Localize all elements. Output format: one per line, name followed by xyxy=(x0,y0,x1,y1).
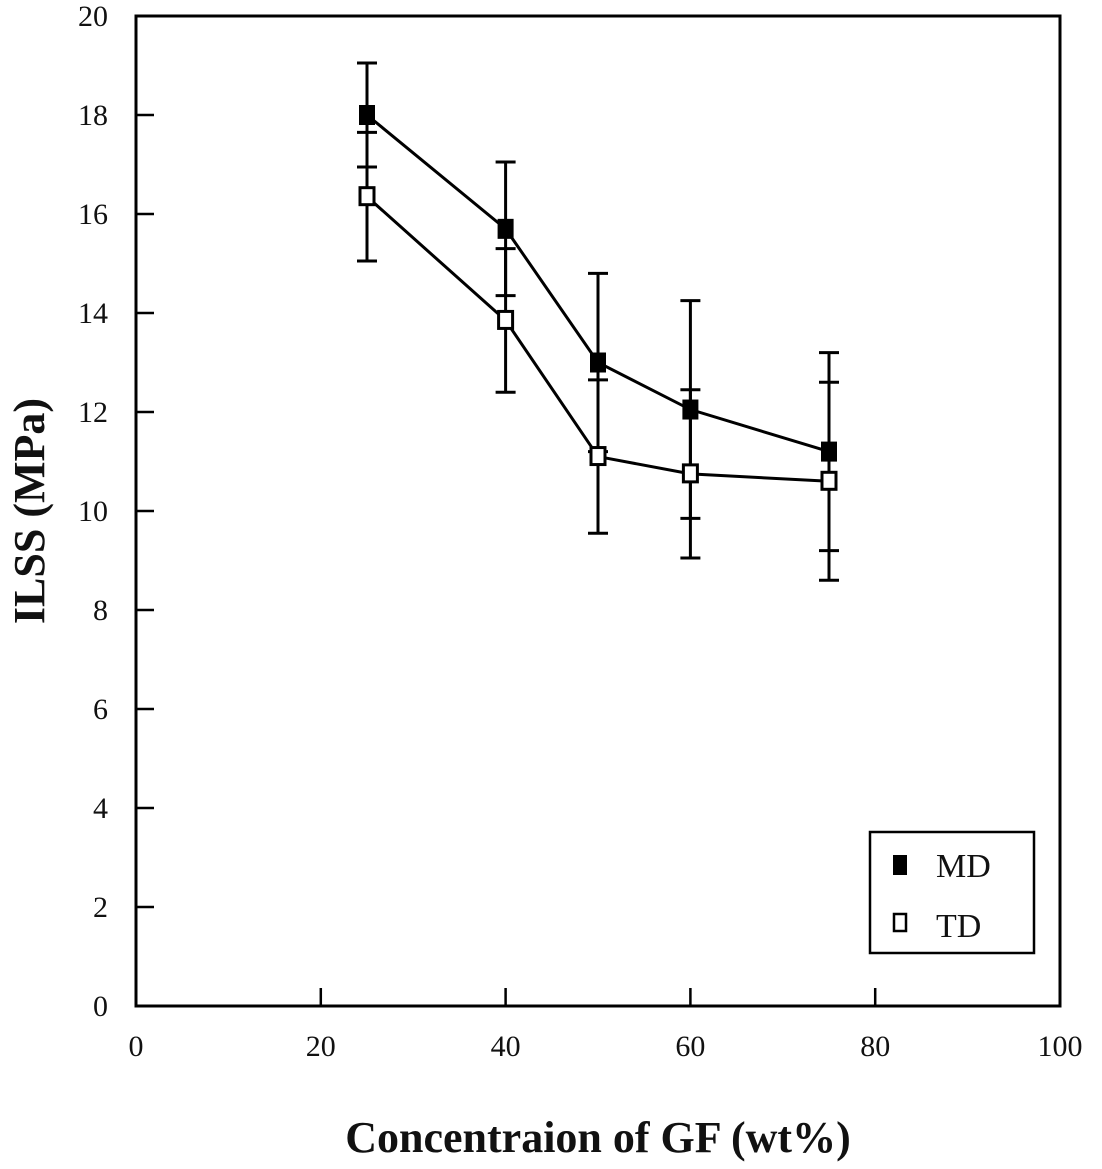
x-tick-label: 0 xyxy=(129,1030,144,1063)
y-tick-label: 18 xyxy=(78,99,108,132)
y-tick-label: 0 xyxy=(93,990,108,1023)
x-tick-label: 80 xyxy=(860,1030,890,1063)
y-tick-label: 14 xyxy=(78,297,108,330)
data-point-md xyxy=(497,218,514,239)
legend: MD TD xyxy=(868,830,1036,955)
plot-frame xyxy=(134,14,1062,1008)
data-point-td xyxy=(681,463,699,484)
data-point-md xyxy=(590,352,606,373)
y-tick-label: 16 xyxy=(78,198,108,231)
y-tick-label: 4 xyxy=(93,792,108,825)
legend-label-md: MD xyxy=(936,848,991,885)
y-tick-label: 2 xyxy=(93,891,108,924)
x-axis-title: Concentraion of GF (wt%) xyxy=(345,1113,851,1162)
y-tick-label: 12 xyxy=(78,396,108,429)
x-tick-label: 40 xyxy=(491,1030,521,1063)
y-tick-label: 10 xyxy=(78,495,108,528)
legend-marker-md xyxy=(893,855,907,875)
data-point-md xyxy=(359,105,375,125)
x-tick-label: 20 xyxy=(306,1030,336,1063)
legend-marker-td xyxy=(892,912,908,933)
y-tick-label: 20 xyxy=(78,0,108,33)
y-tick-label: 6 xyxy=(93,693,108,726)
data-point-td xyxy=(358,186,376,207)
y-tick-label: 8 xyxy=(93,594,108,627)
data-point-td xyxy=(497,309,515,330)
legend-box xyxy=(868,830,1036,955)
data-point-td xyxy=(820,470,838,491)
data-point-td xyxy=(589,446,607,467)
x-tick-label: 60 xyxy=(675,1030,705,1063)
legend-label-td: TD xyxy=(936,908,981,945)
series-td xyxy=(357,130,839,582)
y-axis-title: ILSS (MPa) xyxy=(5,398,54,624)
x-tick-label: 100 xyxy=(1038,1030,1083,1063)
